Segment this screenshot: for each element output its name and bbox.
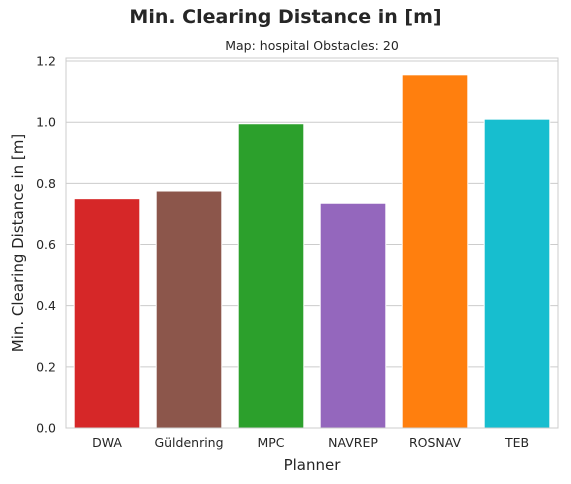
bar-navrep xyxy=(319,202,387,429)
x-tick-label: ROSNAV xyxy=(409,435,462,450)
y-tick-labels: 0.0 0.2 0.4 0.6 0.8 1.0 1.2 xyxy=(36,54,56,436)
y-axis-label: Min. Clearing Distance in [m] xyxy=(9,134,27,352)
x-tick-label: MPC xyxy=(257,435,284,450)
bar-dwa xyxy=(73,198,141,429)
x-tick-labels: DWA Güldenring MPC NAVREP ROSNAV TEB xyxy=(92,435,529,450)
bars xyxy=(73,74,551,429)
y-tick-label: 0.2 xyxy=(36,359,56,374)
y-tick-label: 1.2 xyxy=(36,54,56,69)
y-tick-label: 0.4 xyxy=(36,298,56,313)
x-tick-label: TEB xyxy=(504,435,529,450)
y-tick-label: 0.0 xyxy=(36,421,56,436)
bar-güldenring xyxy=(155,190,223,429)
chart-title: Min. Clearing Distance in [m] xyxy=(129,6,442,28)
plot-frame xyxy=(65,57,559,429)
bar-rosnav xyxy=(401,74,469,429)
y-tick-label: 0.6 xyxy=(36,237,56,252)
y-tick-label: 0.8 xyxy=(36,176,56,191)
chart-subtitle: Map: hospital Obstacles: 20 xyxy=(225,38,399,53)
x-tick-label: NAVREP xyxy=(328,435,378,450)
x-tick-label: DWA xyxy=(92,435,122,450)
x-axis-label: Planner xyxy=(284,456,342,474)
y-tick-label: 1.0 xyxy=(36,115,56,130)
bar-mpc xyxy=(237,123,305,429)
x-tick-label: Güldenring xyxy=(154,435,223,450)
bar-teb xyxy=(483,118,551,429)
